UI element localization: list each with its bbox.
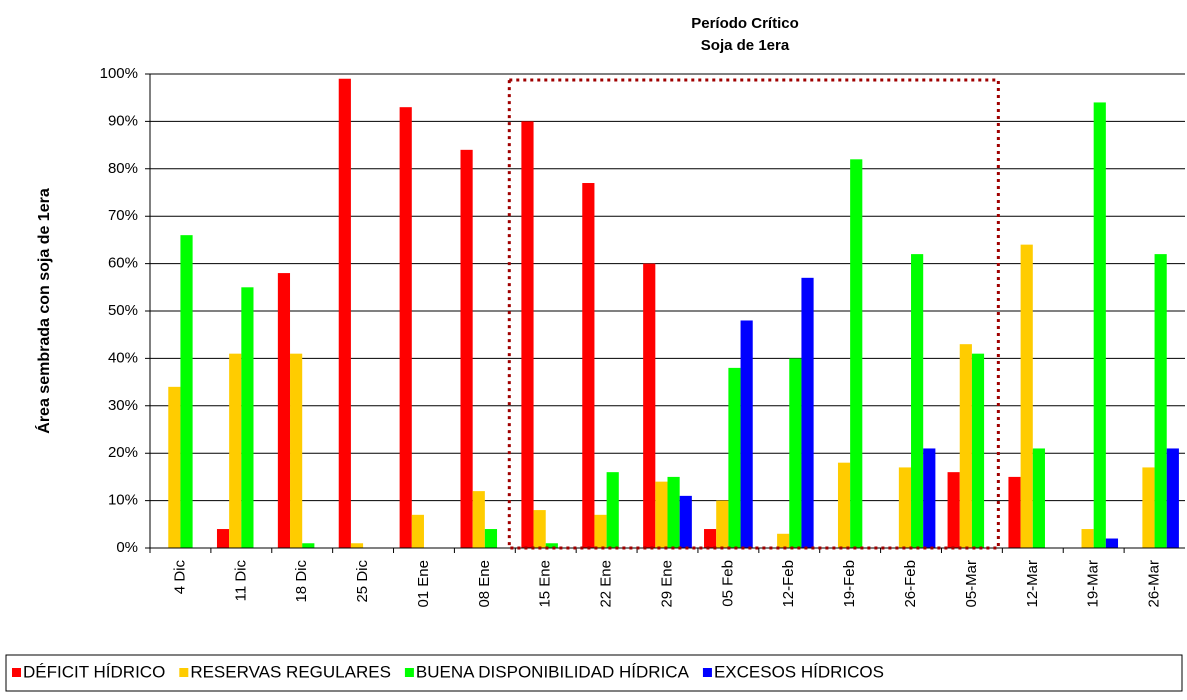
- bar: [959, 344, 972, 548]
- bar: [655, 481, 668, 548]
- x-tick-label: 11 Dic: [232, 560, 249, 602]
- bar: [1081, 529, 1094, 548]
- bar: [911, 254, 924, 548]
- y-tick-label: 100%: [100, 65, 138, 82]
- bar: [789, 358, 802, 548]
- bar: [229, 353, 242, 548]
- bar: [338, 78, 351, 549]
- bar: [460, 149, 473, 548]
- bar: [290, 353, 303, 548]
- bar: [399, 107, 412, 549]
- x-tick-label: 22 Ene: [598, 560, 615, 608]
- x-tick-label: 12-Feb: [780, 560, 797, 608]
- bar: [898, 467, 912, 548]
- x-tick-label: 18 Dic: [293, 560, 310, 603]
- x-tick-label: 05-Mar: [963, 560, 980, 608]
- x-tick-label: 26-Feb: [902, 560, 919, 608]
- bar: [1008, 476, 1021, 548]
- x-tick-label: 01 Ene: [415, 560, 432, 608]
- bar: [1093, 102, 1106, 548]
- legend-label: EXCESOS HÍDRICOS: [714, 662, 884, 681]
- bar: [801, 277, 814, 548]
- x-tick-label: 4 Dic: [171, 560, 188, 595]
- bar: [472, 491, 485, 548]
- highlight-box: [507, 78, 1000, 550]
- x-tick-label: 12-Mar: [1024, 560, 1041, 608]
- bar: [606, 472, 619, 548]
- x-tick-label: 26-Mar: [1146, 560, 1163, 608]
- bar: [837, 462, 851, 548]
- x-tick-label: 05 Feb: [719, 560, 736, 607]
- legend-swatch: [404, 668, 414, 677]
- bar: [1032, 448, 1045, 548]
- bar: [850, 159, 863, 548]
- annotation: Período Crítico: [691, 15, 799, 32]
- y-tick-label: 70%: [108, 207, 138, 224]
- x-tick-label: 19-Mar: [1085, 560, 1102, 608]
- bar: [728, 367, 741, 548]
- bar: [241, 287, 254, 548]
- annotation: Soja de 1era: [701, 37, 790, 54]
- y-tick-label: 60%: [108, 255, 138, 272]
- legend-label: RESERVAS REGULARES: [190, 662, 391, 681]
- bar: [582, 183, 595, 548]
- bar: [740, 320, 753, 548]
- bar: [168, 386, 181, 548]
- bar: [667, 476, 680, 548]
- bar: [545, 543, 558, 548]
- y-tick-label: 80%: [108, 160, 138, 177]
- bar: [302, 543, 315, 548]
- bar: [1105, 538, 1119, 548]
- bar: [643, 263, 656, 548]
- y-tick-label: 20%: [108, 444, 138, 461]
- bar: [484, 529, 498, 548]
- legend-swatch: [179, 668, 189, 677]
- x-tick-label: 29 Ene: [658, 560, 675, 608]
- y-tick-label: 90%: [108, 112, 138, 129]
- x-tick-label: 08 Ene: [476, 560, 493, 608]
- bar: [1142, 467, 1155, 548]
- bar: [1166, 448, 1179, 548]
- bar: [923, 448, 936, 548]
- bar: [277, 273, 291, 548]
- y-tick-label: 10%: [108, 492, 138, 509]
- bar: [350, 543, 364, 548]
- bar: [180, 235, 193, 548]
- bar: [704, 529, 717, 548]
- legend-label: BUENA DISPONIBILIDAD HÍDRICA: [416, 662, 690, 681]
- y-axis-label: Área sembrada con soja de 1era: [34, 188, 53, 434]
- y-tick-label: 50%: [108, 302, 138, 319]
- bar: [411, 514, 424, 548]
- y-tick-label: 40%: [108, 349, 138, 366]
- y-tick-label: 0%: [116, 539, 138, 556]
- bar: [777, 533, 790, 548]
- bar: [216, 529, 230, 548]
- bar: [679, 495, 692, 548]
- bar: [971, 353, 985, 548]
- x-tick-label: 15 Ene: [537, 560, 554, 608]
- bar: [594, 514, 607, 548]
- bar: [1020, 244, 1033, 548]
- bar: [533, 510, 546, 548]
- legend-label: DÉFICIT HÍDRICO: [23, 662, 165, 681]
- legend-box: [5, 654, 1183, 692]
- x-tick-label: 19-Feb: [841, 560, 858, 608]
- y-tick-label: 30%: [108, 397, 138, 414]
- bar: [1154, 254, 1167, 548]
- bar: [521, 121, 534, 549]
- legend-swatch: [702, 668, 712, 677]
- x-tick-label: 25 Dic: [354, 560, 371, 603]
- bar: [947, 472, 960, 548]
- legend-swatch: [12, 668, 21, 677]
- bar: [716, 500, 729, 548]
